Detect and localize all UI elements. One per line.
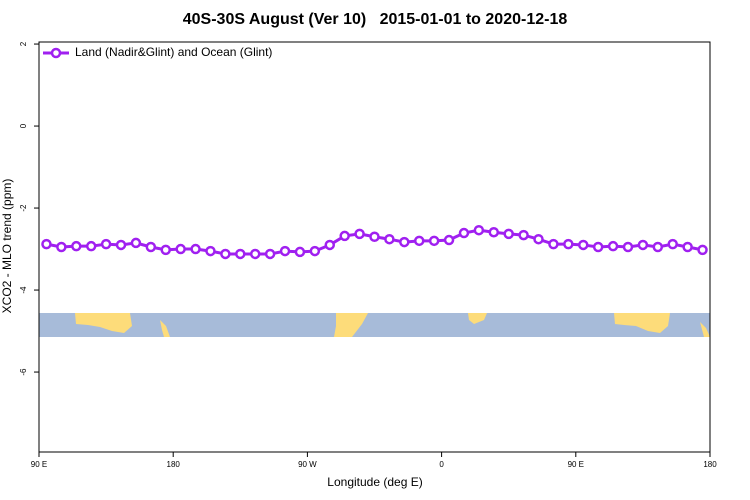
data-point <box>518 229 529 241</box>
y-tick-label: -2 <box>19 204 28 212</box>
y-tick-label: 0 <box>19 123 28 128</box>
data-point <box>578 239 589 251</box>
data-point <box>399 236 410 248</box>
data-point <box>488 226 500 238</box>
x-axis-label: Longitude (deg E) <box>327 475 422 489</box>
data-point <box>56 241 67 253</box>
data-point <box>548 238 559 250</box>
data-point <box>339 230 350 242</box>
data-point <box>667 238 678 250</box>
data-point <box>592 241 604 253</box>
data-point <box>175 243 186 255</box>
map-strip <box>39 313 710 337</box>
data-point <box>652 241 664 253</box>
data-point <box>354 228 365 240</box>
data-point <box>428 235 440 247</box>
x-tick-label: 0 <box>439 460 444 469</box>
plot-frame <box>38 41 711 453</box>
data-point <box>324 239 336 251</box>
data-point <box>279 245 291 257</box>
y-tick-label: -4 <box>19 286 28 294</box>
y-axis-label: XCO2 - MLO trend (ppm) <box>0 179 14 314</box>
data-point <box>682 241 693 253</box>
data-point <box>637 239 649 251</box>
data-point <box>294 246 306 258</box>
data-point <box>205 245 216 257</box>
x-tick-label: 90 W <box>298 460 317 469</box>
data-point <box>160 244 171 256</box>
data-point <box>235 248 246 260</box>
data-point <box>145 241 157 253</box>
data-point <box>443 234 455 246</box>
data-point <box>309 245 321 257</box>
x-tick-label: 90 E <box>568 460 584 469</box>
data-point <box>190 243 201 255</box>
data-point <box>458 227 470 239</box>
data-point <box>473 224 485 236</box>
chart-title: 40S-30S August (Ver 10) 2015-01-01 to 20… <box>183 11 568 28</box>
data-point <box>130 237 142 249</box>
x-tick-label: 180 <box>703 460 717 469</box>
data-point <box>503 228 514 240</box>
data-point <box>622 241 634 253</box>
legend-label: Land (Nadir&Glint) and Ocean (Glint) <box>75 45 272 59</box>
data-point <box>413 235 425 247</box>
data-point <box>533 233 544 245</box>
data-point <box>220 248 231 260</box>
data-point <box>563 238 574 250</box>
data-point <box>41 238 52 250</box>
legend: Land (Nadir&Glint) and Ocean (Glint) <box>43 45 272 59</box>
legend-marker <box>50 47 62 59</box>
data-point <box>384 233 395 245</box>
x-tick-label: 180 <box>167 460 181 469</box>
data-point <box>115 239 127 251</box>
data-point <box>264 248 276 260</box>
data-point <box>100 238 112 250</box>
data-point <box>249 248 261 260</box>
y-tick-label: -6 <box>19 368 28 376</box>
data-point <box>85 240 97 252</box>
data-point <box>71 240 82 252</box>
data-point <box>369 231 380 242</box>
data-point <box>607 240 619 252</box>
data-point <box>697 244 708 256</box>
x-tick-label: 90 E <box>31 460 47 469</box>
y-tick-label: 2 <box>19 41 28 46</box>
